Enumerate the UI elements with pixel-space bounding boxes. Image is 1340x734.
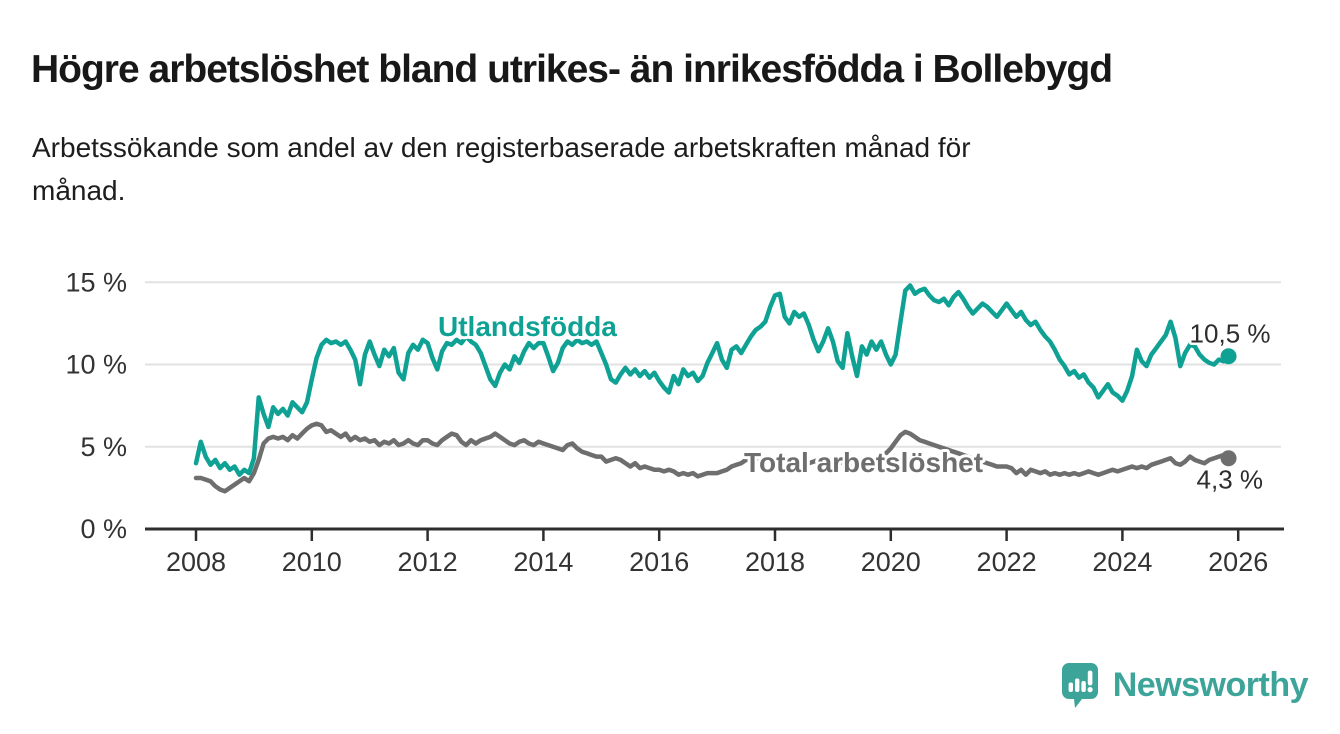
x-tick-label-2022: 2022 <box>977 547 1037 577</box>
page-subtitle: Arbetssökande som andel av den registerb… <box>32 126 971 213</box>
x-tick-label-2010: 2010 <box>282 547 342 577</box>
x-tick-label-2026: 2026 <box>1208 547 1268 577</box>
page-title: Högre arbetslöshet bland utrikes- än inr… <box>31 48 1113 92</box>
x-tick-label-2012: 2012 <box>398 547 458 577</box>
x-tick-label-2018: 2018 <box>745 547 805 577</box>
series-end-value-utlandsfodda: 10,5 % <box>1190 318 1271 348</box>
newsworthy-logo-icon <box>1061 663 1098 708</box>
series-end-dot-total-arbetsloshet <box>1220 450 1237 467</box>
series-line-total-arbetsloshet <box>193 421 1231 494</box>
x-tick-label-2024: 2024 <box>1092 547 1152 577</box>
series-line-utlandsfodda <box>193 283 1231 477</box>
x-tick-label-2014: 2014 <box>513 547 573 577</box>
y-tick-label-15: 15 % <box>65 267 127 297</box>
newsworthy-logo: Newsworthy <box>1060 661 1309 710</box>
series-label-total-arbetsloshet: Total arbetslöshet <box>744 447 983 478</box>
y-tick-label-5: 5 % <box>80 432 127 462</box>
x-tick-label-2016: 2016 <box>629 547 689 577</box>
subtitle-line-2: månad. <box>32 175 126 207</box>
series-label-utlandsfodda: Utlandsfödda <box>438 311 617 342</box>
newsworthy-logo-text: Newsworthy <box>1112 666 1309 704</box>
x-tick-label-2020: 2020 <box>861 547 921 577</box>
y-tick-label-10: 10 % <box>65 350 127 380</box>
y-tick-label-0: 0 % <box>80 514 127 544</box>
series-end-value-total-arbetsloshet: 4,3 % <box>1197 464 1264 494</box>
series-end-dot-utlandsfodda <box>1220 348 1237 365</box>
x-tick-label-2008: 2008 <box>166 547 226 577</box>
subtitle-line-1: Arbetssökande som andel av den registerb… <box>32 132 971 163</box>
